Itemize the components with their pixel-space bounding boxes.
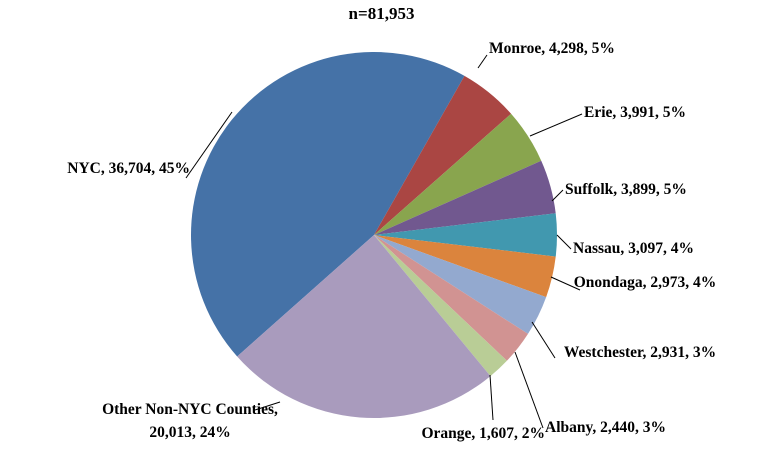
leader-line [531, 321, 556, 359]
leader-line [185, 111, 233, 179]
pie-slice [374, 235, 528, 361]
leader-line [477, 54, 488, 69]
data-label: Orange, 1,607, 2% [421, 425, 545, 442]
pie-slice [374, 160, 556, 235]
data-label: Onondaga, 2,973, 4% [573, 274, 717, 291]
leader-line [254, 401, 281, 411]
chart-title: n=81,953 [348, 4, 415, 23]
pie-slice [374, 113, 542, 235]
pie-slice [237, 235, 491, 418]
leader-line [489, 374, 494, 421]
data-label: NYC, 36,704, 45% [67, 160, 190, 177]
leader-line [556, 234, 572, 250]
data-label: Erie, 3,991, 5% [584, 104, 687, 121]
pie-slice [374, 213, 557, 257]
leader-line [551, 189, 564, 202]
data-label: Nassau, 3,097, 4% [573, 240, 695, 257]
pie-slice [374, 235, 547, 334]
leader-line [514, 351, 544, 429]
pie-slice [374, 75, 512, 235]
pie-slice [374, 235, 556, 298]
data-label: Monroe, 4,298, 5% [489, 40, 615, 57]
leader-line [550, 276, 581, 291]
pie-slice [374, 235, 507, 377]
data-label: Westchester, 2,931, 3% [563, 344, 717, 361]
data-label: Suffolk, 3,899, 5% [565, 181, 687, 198]
leader-line [529, 113, 583, 137]
data-label: Other Non-NYC Counties, 20,013, 24% [102, 401, 278, 441]
data-label: Albany, 2,440, 3% [545, 419, 667, 436]
pie-slice [191, 52, 465, 357]
